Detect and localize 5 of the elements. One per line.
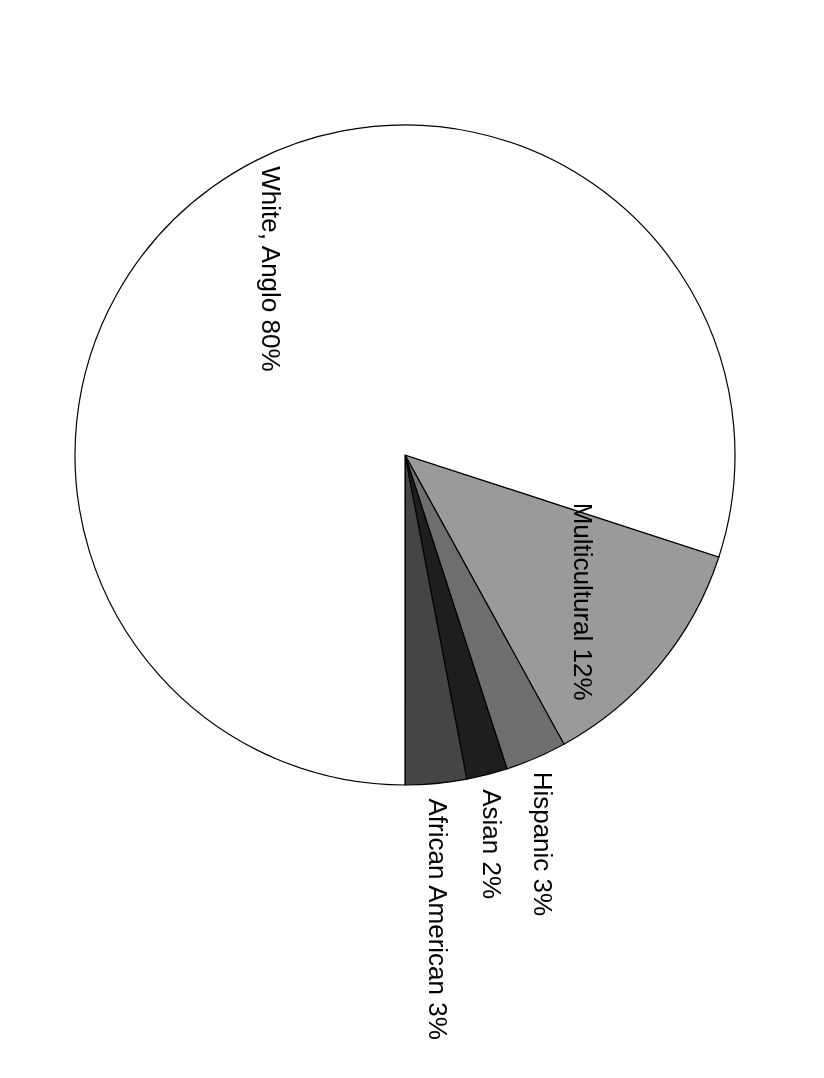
- slice-label: African American 3%: [423, 798, 454, 1040]
- slice-label: Asian 2%: [476, 789, 507, 900]
- slice-label: Hispanic 3%: [528, 771, 558, 917]
- slice-label: White, Anglo 80%: [255, 166, 286, 372]
- slice-label: Multicultural 12%: [568, 502, 599, 701]
